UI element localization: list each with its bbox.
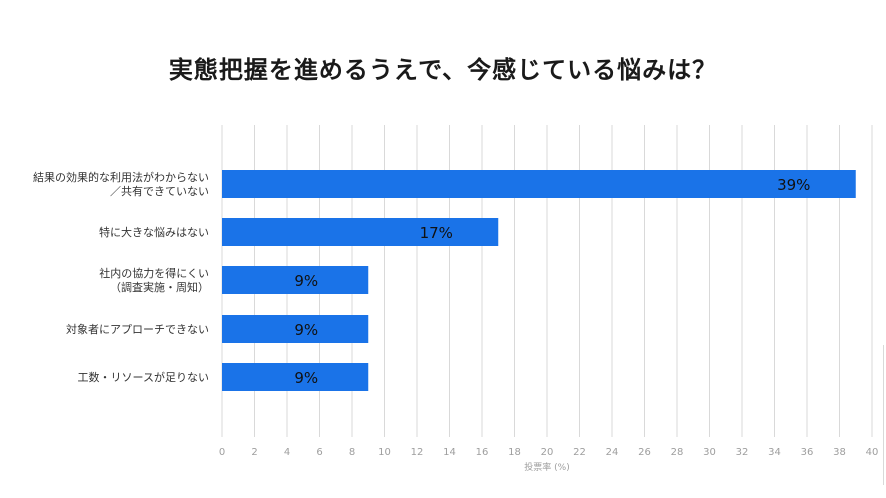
x-tick-label: 32: [736, 447, 749, 458]
category-label: （調査実施・周知）: [110, 280, 209, 294]
category-label: 結果の効果的な利用法がわからない: [33, 170, 209, 184]
x-tick-label: 8: [349, 447, 355, 458]
bar: [222, 266, 369, 294]
data-label: 9%: [294, 369, 318, 387]
x-tick-label: 0: [219, 447, 225, 458]
x-tick-label: 24: [606, 447, 619, 458]
x-tick-label: 2: [251, 447, 257, 458]
category-label: 対象者にアプローチできない: [66, 322, 209, 336]
data-label: 9%: [294, 321, 318, 339]
x-tick-label: 18: [508, 447, 521, 458]
edge-divider: [883, 345, 884, 485]
x-tick-label: 30: [703, 447, 716, 458]
category-label: 特に大きな悩みはない: [99, 225, 209, 239]
data-label: 17%: [420, 224, 453, 242]
bar: [222, 315, 369, 343]
data-label: 39%: [777, 176, 810, 194]
x-tick-label: 22: [573, 447, 586, 458]
x-tick-label: 34: [768, 447, 781, 458]
bar: [222, 363, 369, 391]
x-tick-label: 36: [801, 447, 814, 458]
x-tick-label: 14: [443, 447, 456, 458]
data-label: 9%: [294, 272, 318, 290]
x-axis-label: 投票率 (%): [524, 461, 569, 473]
x-tick-label: 10: [378, 447, 391, 458]
bar: [222, 170, 856, 198]
category-label: 社内の協力を得にくい: [99, 266, 209, 280]
x-tick-label: 4: [284, 447, 290, 458]
x-tick-label: 6: [316, 447, 322, 458]
x-tick-label: 40: [866, 447, 879, 458]
bar: [222, 218, 499, 246]
category-label: ／共有できていない: [110, 184, 209, 198]
x-tick-label: 38: [833, 447, 846, 458]
x-tick-label: 16: [476, 447, 489, 458]
x-tick-label: 28: [671, 447, 684, 458]
x-tick-label: 26: [638, 447, 651, 458]
x-tick-label: 20: [541, 447, 554, 458]
category-label: 工数・リソースが足りない: [78, 370, 209, 384]
x-tick-label: 12: [411, 447, 424, 458]
chart-title: 実態把握を進めるうえで、今感じている悩みは？: [168, 56, 718, 84]
